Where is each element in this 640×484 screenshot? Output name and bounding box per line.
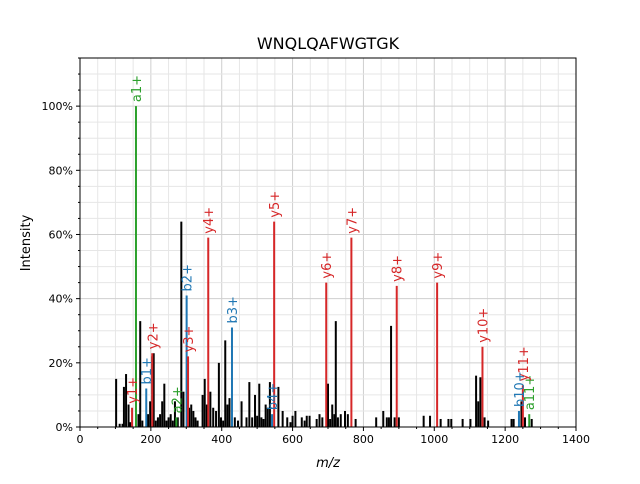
peak-label: b10+ xyxy=(513,371,528,407)
x-tick-label: 1000 xyxy=(420,433,448,446)
peak-label: y4+ xyxy=(202,207,217,234)
peak-label: b2+ xyxy=(181,264,196,291)
peak-label: y2+ xyxy=(146,322,161,349)
peaks-layer xyxy=(115,106,533,427)
x-tick-label: 0 xyxy=(77,433,84,446)
chart-title: WNQLQAFWGTGK xyxy=(257,34,400,53)
peak-label: b4+ xyxy=(266,383,281,410)
peak-label: y6+ xyxy=(320,252,335,279)
x-tick-label: 400 xyxy=(211,433,232,446)
x-tick-label: 600 xyxy=(282,433,303,446)
peak-label: y10+ xyxy=(476,308,491,343)
y-tick-label: 40% xyxy=(49,293,73,306)
peak-label: y1+ xyxy=(126,377,141,404)
y-tick-label: 100% xyxy=(42,100,73,113)
peak-label: y7+ xyxy=(345,207,360,234)
y-axis-label: Intensity xyxy=(19,214,34,271)
peak-label: y9+ xyxy=(431,252,446,279)
x-axis-label: m/z xyxy=(316,456,341,471)
peak-label: y5+ xyxy=(268,191,283,218)
peak-labels-layer: a1+ a2+ a11+ b1+ b2+ b3+ b4+ b10+ y1+ y2+ y3+ y4+ y5… xyxy=(126,75,538,413)
x-tick-label: 1400 xyxy=(562,433,590,446)
peak-label: b3+ xyxy=(226,296,241,323)
grid-layer xyxy=(79,57,577,428)
y-tick-label: 0% xyxy=(56,421,73,434)
x-tick-label: 1200 xyxy=(491,433,519,446)
peak-label: y11+ xyxy=(517,346,532,381)
peak-label: a1+ xyxy=(130,75,145,102)
peak-label: y8+ xyxy=(391,255,406,282)
peak-label: b1+ xyxy=(140,357,155,384)
ticks-layer: 0 200 400 600 800 1000 1200 1400 0% 20% 40% 60% 80% 1… xyxy=(42,57,590,446)
peak-label: a2+ xyxy=(170,386,185,413)
y-tick-label: 60% xyxy=(49,228,73,241)
peak-label: y3+ xyxy=(182,326,197,353)
peak-label: a11+ xyxy=(523,375,538,410)
x-tick-label: 800 xyxy=(353,433,374,446)
y-tick-label: 80% xyxy=(49,164,73,177)
x-tick-label: 200 xyxy=(140,433,161,446)
y-tick-label: 20% xyxy=(49,357,73,370)
